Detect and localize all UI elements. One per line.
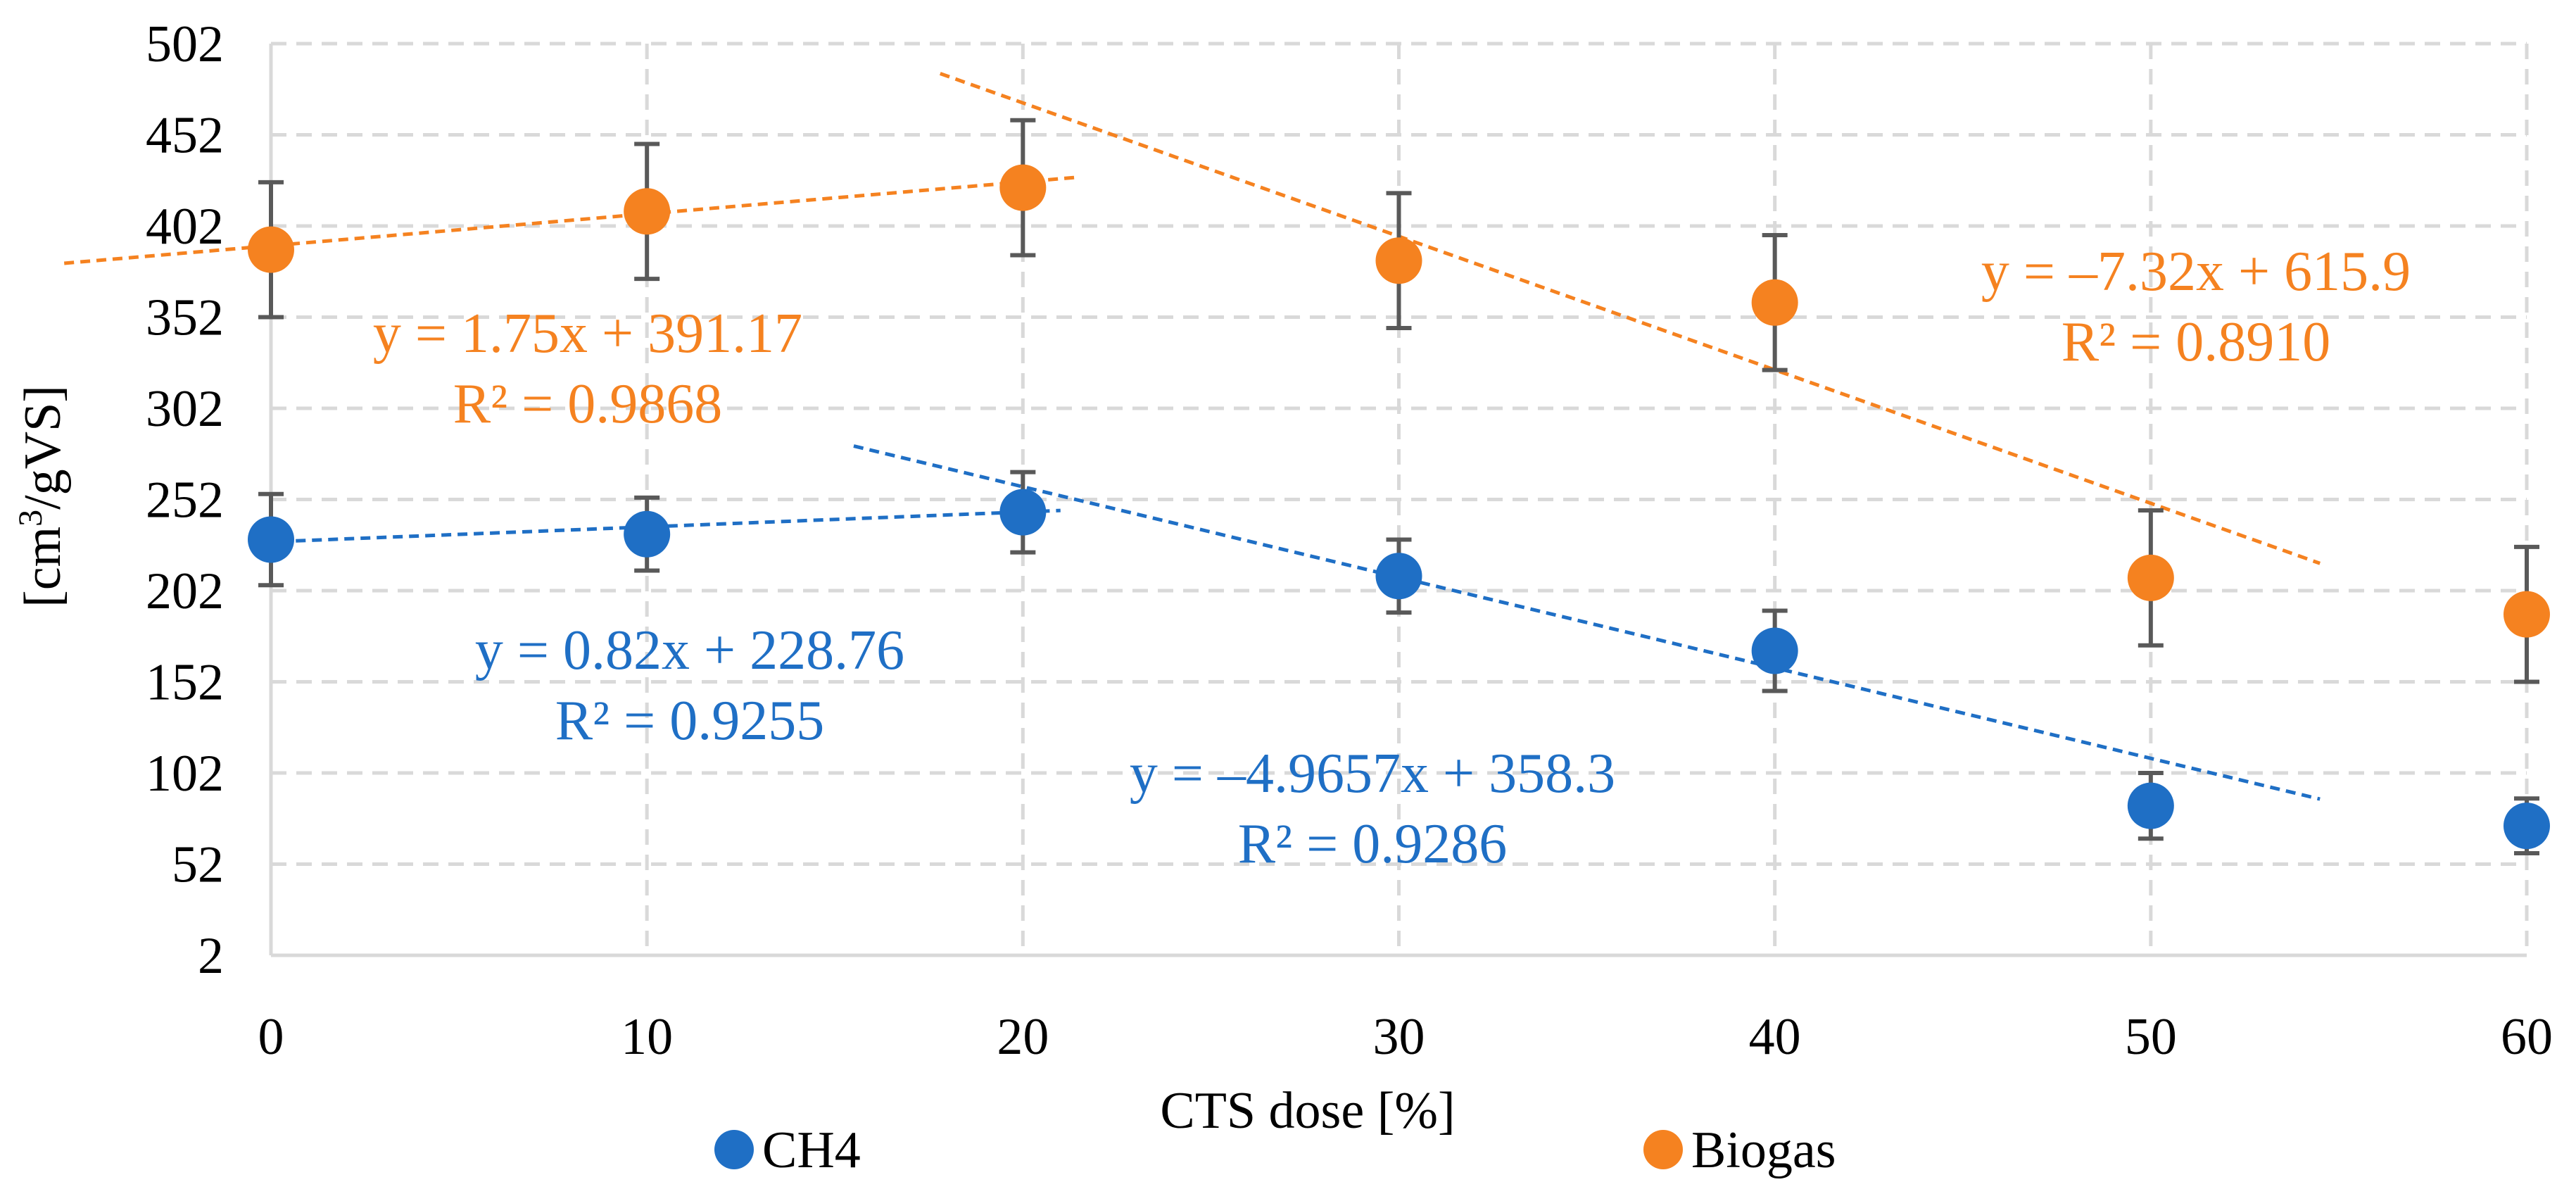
ch4-point bbox=[248, 516, 294, 563]
x-tick-label: 40 bbox=[1749, 1008, 1801, 1066]
ch4-trendline bbox=[853, 444, 2321, 801]
y-tick-label: 102 bbox=[146, 745, 224, 803]
ch4-point bbox=[999, 489, 1047, 536]
legend-label-ch4: CH4 bbox=[762, 1121, 861, 1179]
legend-label-biogas: Biogas bbox=[1691, 1121, 1836, 1179]
x-tick-label: 0 bbox=[258, 1008, 284, 1066]
ch4-point bbox=[624, 510, 671, 558]
ch4-r2-1: R² = 0.9255 bbox=[555, 690, 824, 752]
biogas-point bbox=[999, 164, 1047, 211]
biogas-point bbox=[624, 188, 671, 235]
ch4-point bbox=[2127, 782, 2174, 829]
biogas-point bbox=[2504, 591, 2550, 638]
biogas-r2-2: R² = 0.8910 bbox=[2062, 311, 2330, 373]
y-axis-label-sup: 3 bbox=[12, 510, 49, 527]
biogas-eq-2: y = –7.32x + 615.9 bbox=[1981, 241, 2411, 303]
y-axis-label-tail: /gVS] bbox=[14, 385, 72, 510]
legend-marker-ch4 bbox=[714, 1130, 754, 1169]
x-tick-label: 60 bbox=[2501, 1008, 2553, 1066]
y-tick-label: 402 bbox=[146, 198, 224, 256]
x-tick-labels: 0 10 20 30 40 50 60 bbox=[258, 1008, 2553, 1066]
biogas-point bbox=[248, 226, 294, 273]
y-tick-label: 52 bbox=[172, 836, 224, 894]
ch4-r2-2: R² = 0.9286 bbox=[1238, 813, 1507, 875]
y-tick-label: 252 bbox=[146, 472, 224, 529]
legend: CH4 Biogas bbox=[714, 1121, 1836, 1179]
x-tick-label: 10 bbox=[621, 1008, 673, 1066]
biogas-point bbox=[2127, 554, 2174, 601]
ch4-eq-2: y = –4.9657x + 358.3 bbox=[1130, 743, 1615, 805]
ch4-point bbox=[1375, 553, 1422, 600]
y-axis-label-main: [cm bbox=[14, 527, 72, 608]
ch4-trendline bbox=[263, 508, 1061, 544]
biogas-r2-1: R² = 0.9868 bbox=[453, 373, 722, 435]
x-tick-label: 50 bbox=[2125, 1008, 2177, 1066]
legend-marker-biogas bbox=[1643, 1130, 1683, 1169]
x-axis-label: CTS dose [%] bbox=[1160, 1082, 1455, 1140]
ch4-point bbox=[1751, 627, 1798, 674]
y-tick-label: 452 bbox=[146, 107, 224, 165]
y-tick-label: 502 bbox=[146, 15, 224, 73]
equation-labels: y = 1.75x + 391.17 R² = 0.9868 y = –7.32… bbox=[373, 241, 2411, 875]
y-tick-label: 202 bbox=[146, 562, 224, 620]
ch4-eq-1: y = 0.82x + 228.76 bbox=[475, 620, 904, 681]
y-tick-label: 2 bbox=[198, 927, 224, 985]
x-tick-label: 30 bbox=[1373, 1008, 1425, 1066]
biogas-eq-1: y = 1.75x + 391.17 bbox=[373, 303, 802, 365]
x-tick-label: 20 bbox=[997, 1008, 1049, 1066]
data-points bbox=[248, 164, 2550, 850]
y-tick-label: 352 bbox=[146, 289, 224, 347]
biogas-trendline bbox=[939, 72, 2321, 565]
biogas-point bbox=[1751, 279, 1798, 326]
y-axis-label: [cm3/gVS] bbox=[12, 385, 72, 608]
biogas-point bbox=[1375, 237, 1422, 284]
biogas-trendline bbox=[63, 175, 1080, 265]
trendlines bbox=[63, 72, 2321, 801]
y-tick-label: 302 bbox=[146, 380, 224, 438]
ch4-point bbox=[2504, 803, 2550, 850]
y-tick-label: 152 bbox=[146, 654, 224, 712]
